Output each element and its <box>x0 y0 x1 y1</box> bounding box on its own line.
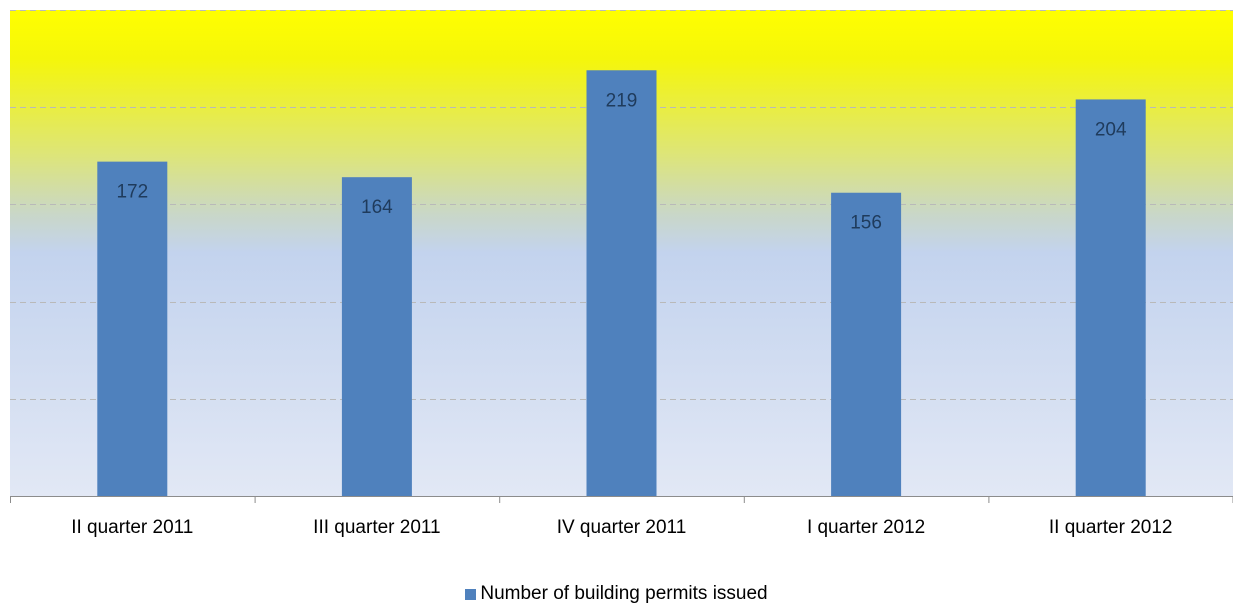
x-axis <box>10 496 1233 503</box>
bars <box>97 70 1146 496</box>
legend-label: Number of building permits issued <box>480 583 768 604</box>
bar-4 <box>831 192 902 496</box>
legend-swatch <box>465 588 477 600</box>
bar-3 <box>586 70 657 496</box>
x-tick-label-5: II quarter 2012 <box>1049 517 1173 538</box>
data-label-3: 219 <box>606 90 638 111</box>
data-label-4: 156 <box>850 213 882 234</box>
data-label-5: 204 <box>1095 119 1127 140</box>
x-tick-label-1: II quarter 2011 <box>71 517 193 538</box>
x-tick-label-4: I quarter 2012 <box>807 517 925 538</box>
bar-chart: 172 164 219 156 204 II quarter 2011 III quart… <box>10 10 1233 538</box>
data-label-2: 164 <box>361 197 393 218</box>
bar-1 <box>97 161 168 496</box>
data-label-1: 172 <box>116 182 148 203</box>
x-tick-labels: II quarter 2011 III quarter 2011 IV quarte… <box>71 517 1172 538</box>
x-tick-label-2: III quarter 2011 <box>313 517 440 538</box>
legend: Number of building permits issued <box>0 582 1233 606</box>
data-labels: 172 164 219 156 204 <box>116 90 1127 233</box>
bar-5 <box>1075 99 1146 496</box>
x-tick-label-3: IV quarter 2011 <box>557 517 687 538</box>
bar-2 <box>341 177 412 496</box>
